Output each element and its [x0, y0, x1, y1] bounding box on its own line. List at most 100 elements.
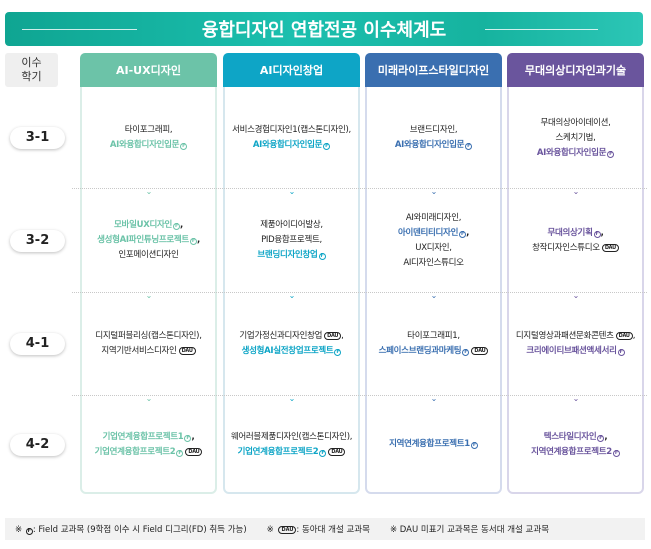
legend-field-text: : Field 교과목 (9학점 이수 시 Field 디그리(FD) 취득 가…	[32, 525, 247, 535]
course-name: 타이포그래피	[124, 125, 170, 135]
course-name: UX디자인	[415, 242, 450, 253]
dau-badge: DAU	[471, 347, 489, 355]
course-item: 디지털퍼블리싱(캡스톤디자인),	[95, 329, 202, 344]
field-icon: F	[465, 143, 473, 150]
course-item: 스페이스브랜딩과마케팅 F DAU	[379, 344, 489, 359]
course-name: 생성형AI파인튜닝프로젝트	[97, 235, 189, 245]
course-name: 무대의상기획	[547, 227, 593, 238]
course-item: AI와융합디자인입문 F	[252, 138, 331, 153]
column-4: 무대의상디자인과기술	[507, 53, 644, 494]
column-1: AI-UX디자인	[80, 53, 217, 494]
course-name: 지역연계융합프로젝트2	[531, 446, 612, 457]
course-item: 크리에이티브패션액세서리 F	[526, 344, 625, 359]
field-icon: F	[323, 143, 331, 150]
course-name: AI와미래디자인	[405, 212, 459, 223]
course-item: AI디자인스튜디오	[403, 256, 464, 271]
chevron-down-icon: ⌄	[430, 291, 438, 300]
column-header: 미래라이프스타일디자인	[365, 53, 502, 87]
field-icon: F	[593, 230, 601, 238]
course-name: 지역연계융합프로젝트1	[389, 439, 470, 449]
course-name: 크리에이티브패션액세서리	[526, 346, 617, 356]
separator: ,	[169, 125, 173, 135]
column-header: AI-UX디자인	[80, 53, 217, 87]
course-name: 스페이스브랜딩과마케팅	[378, 346, 462, 356]
dau-badge: DAU	[601, 243, 619, 252]
course-item: 기업연계융합프로젝트2 F DAU	[238, 445, 346, 460]
course-name: 지역기반서비스디자인	[101, 346, 177, 356]
course-name: 모바일UX디자인	[114, 220, 173, 230]
note-mark: ※	[15, 525, 23, 535]
legend-dau-text: : 동아대 개설 교과목	[296, 525, 370, 535]
course-item: 지역기반서비스디자인 DAU	[101, 344, 196, 359]
separator: ,	[454, 125, 458, 135]
separator: ,	[600, 227, 604, 238]
semester-header-line2: 학기	[21, 70, 42, 83]
course-name: 스케치기법	[555, 132, 594, 143]
course-name: 생성형AI실전창업프로젝트	[241, 346, 334, 356]
course-item: 제품아이디어발상,	[260, 218, 323, 233]
field-icon: F	[334, 349, 342, 356]
semester-label: 3-1	[10, 127, 65, 149]
chevron-down-icon: ⌄	[288, 291, 296, 300]
separator: ,	[458, 212, 462, 223]
course-item: 무대의상기획 F,	[547, 226, 604, 241]
column-header: 무대의상디자인과기술	[507, 53, 644, 87]
course-item: 타이포그래피,	[125, 123, 173, 138]
semester-header: 이수 학기	[5, 53, 58, 87]
course-cell: 웨어러블제품디자인(캡스톤디자인), 기업연계융합프로젝트2 F DAU	[223, 396, 360, 493]
semester-label: 4-1	[10, 333, 65, 355]
course-item: 브랜딩디자인창업 F	[257, 248, 326, 263]
course-cell: 기업가정신과디자인창업 DAU, 생성형AI실전창업프로젝트 F	[223, 293, 360, 395]
course-item: 지역연계융합프로젝트2 F	[531, 445, 620, 460]
course-name: 웨어러블제품디자인(캡스톤디자인)	[230, 431, 350, 442]
course-item: PID융합프로젝트,	[261, 233, 322, 248]
chevron-down-icon: ⌄	[145, 394, 153, 403]
course-item: 기업가정신과디자인창업 DAU,	[239, 329, 344, 344]
course-item: 브랜드디자인,	[410, 123, 458, 138]
dau-badge: DAU	[615, 332, 633, 340]
course-item: 창작디자인스튜디오 DAU	[532, 241, 619, 256]
course-name: AI와융합디자인입문	[109, 140, 180, 150]
course-name: 기업연계융합프로젝트2	[94, 446, 176, 457]
field-icon: F	[597, 434, 605, 442]
course-item: 아이덴티티디자인 F,	[398, 226, 469, 241]
title-banner: 융합디자인 연합전공 이수체계도	[5, 12, 643, 46]
field-icon: F	[607, 150, 615, 158]
course-item: 스케치기법,	[555, 131, 595, 146]
title-line-left	[22, 29, 137, 30]
dau-badge-icon: DAU	[278, 526, 297, 534]
dau-badge: DAU	[328, 447, 346, 456]
column-2: AI디자인창업	[223, 53, 360, 494]
chevron-down-icon: ⌄	[288, 187, 296, 196]
field-icon: F	[176, 449, 184, 457]
course-cell: 기업연계융합프로젝트1 F, 기업연계융합프로젝트2 F DAU	[80, 396, 217, 493]
separator: ,	[604, 431, 608, 442]
course-cell: AI와미래디자인, 아이덴티티디자인 F, UX디자인, AI디자인스튜디오	[365, 189, 502, 292]
course-item: 웨어러블제품디자인(캡스톤디자인),	[230, 430, 353, 445]
course-name: 브랜딩디자인창업	[257, 250, 318, 260]
chevron-down-icon: ⌄	[572, 394, 580, 403]
field-icon: F	[462, 349, 470, 356]
course-item: 서비스경험디자인1(캡스톤디자인),	[232, 123, 351, 138]
course-name: 브랜드디자인	[409, 125, 455, 135]
separator: ,	[341, 331, 344, 341]
course-item: 무대의상아이데이션,	[540, 116, 610, 131]
course-item: 기업연계융합프로젝트2 F DAU	[95, 445, 203, 460]
course-name: 텍스타일디자인	[543, 431, 597, 442]
row-divider	[72, 292, 647, 293]
separator: ,	[191, 431, 195, 442]
course-item: AI와융합디자인입문 F	[537, 146, 615, 161]
separator: ,	[457, 331, 460, 341]
field-icon: F	[459, 230, 467, 238]
field-icon: F	[617, 349, 625, 356]
course-item: AI와미래디자인,	[405, 211, 462, 226]
separator: ,	[466, 227, 470, 238]
course-name: AI와융합디자인입문	[252, 140, 323, 150]
separator: ,	[632, 331, 636, 341]
course-item: AI와융합디자인입문 F	[395, 138, 473, 153]
course-cell: 타이포그래피1, 스페이스브랜딩과마케팅 F DAU	[365, 293, 502, 395]
course-name: PID융합프로젝트	[261, 235, 320, 245]
course-cell: 제품아이디어발상, PID융합프로젝트, 브랜딩디자인창업 F	[223, 189, 360, 292]
chevron-down-icon: ⌄	[288, 394, 296, 403]
separator: ,	[320, 220, 323, 230]
